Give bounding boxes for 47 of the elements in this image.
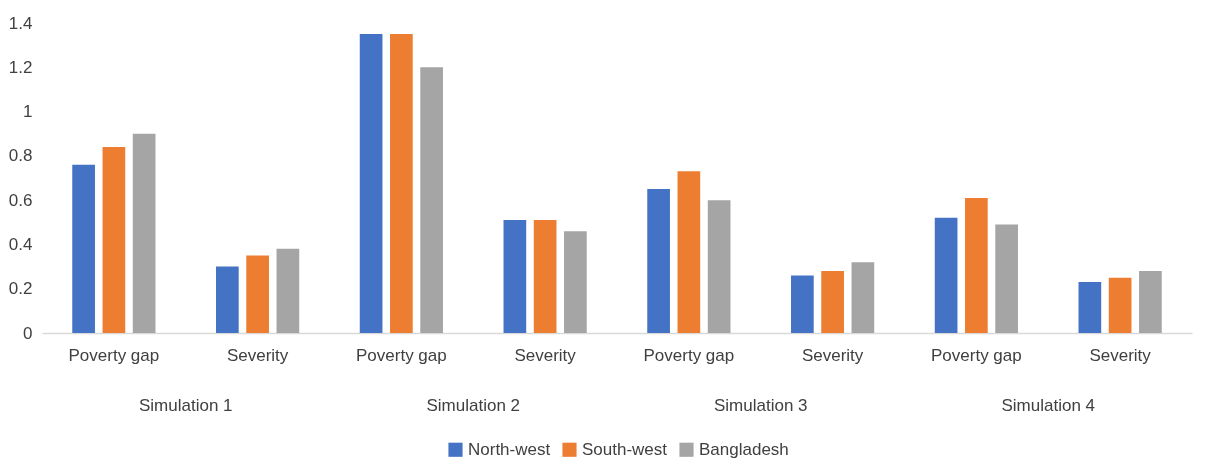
x-tick-label: Severity: [801, 345, 864, 365]
y-tick-label: 0: [23, 323, 33, 343]
bar: [995, 224, 1018, 333]
bar: [533, 220, 557, 333]
text: Simulation 1: [138, 396, 233, 415]
bar: [102, 147, 126, 333]
x-tick-label: Severity: [226, 345, 289, 365]
y-tick-label: 0.2: [8, 279, 33, 299]
bar: [390, 34, 413, 333]
bar: [934, 217, 958, 333]
bar: [821, 271, 844, 333]
bar: [965, 197, 988, 333]
bar: [216, 266, 239, 333]
bar: [132, 133, 156, 333]
bar: [359, 34, 383, 333]
bar: [707, 200, 731, 333]
text: Simulation 3: [713, 396, 808, 415]
legend-label: North-west: [468, 439, 551, 459]
bar: [503, 220, 527, 333]
bar: [1139, 271, 1162, 333]
bar: [1108, 277, 1132, 333]
x-tick-label: Poverty gap: [356, 345, 447, 365]
x-tick-label: Severity: [514, 345, 577, 365]
bar: [851, 262, 875, 333]
x-tick-label: Poverty gap: [68, 345, 160, 365]
text: Simulation 4: [1001, 396, 1096, 415]
y-tick-label: 0.4: [8, 234, 33, 254]
bar: [72, 164, 95, 333]
y-tick-label: 1: [23, 102, 33, 122]
bar: [677, 171, 701, 333]
y-tick-label: 0.6: [8, 190, 33, 210]
bar: [276, 248, 300, 333]
x-tick-label: Poverty gap: [931, 345, 1022, 365]
bar: [246, 255, 269, 333]
y-tick-label: 1.2: [8, 57, 33, 77]
text: Simulation 2: [426, 396, 521, 415]
y-tick-label: 1.4: [8, 13, 33, 33]
bar: [564, 231, 587, 333]
y-tick-label: 0.8: [8, 146, 33, 166]
bar: [647, 189, 670, 333]
bar: [1078, 282, 1102, 333]
legend-label: Bangladesh: [699, 439, 789, 459]
x-tick-label: Severity: [1089, 345, 1152, 365]
bar: [791, 275, 814, 333]
x-tick-label: Poverty gap: [643, 345, 735, 365]
bar: [420, 67, 443, 333]
legend-label: South-west: [582, 439, 668, 459]
